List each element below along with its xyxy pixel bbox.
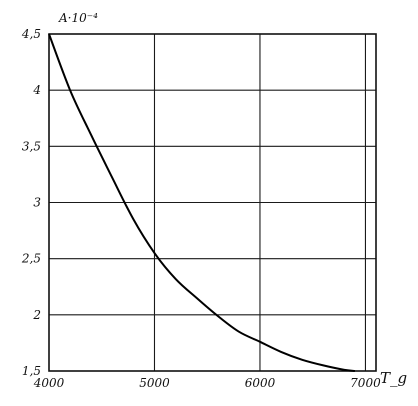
y-tick-label: 3	[33, 196, 41, 210]
x-tick-labels: 4000 5000 6000 7000	[33, 376, 381, 390]
y-tick-label: 3,5	[22, 139, 41, 153]
y-tick-label: 2	[32, 308, 41, 322]
plot-frame	[48, 33, 377, 372]
x-axis-label: T_g	[380, 369, 407, 387]
x-tick-label: 4000	[33, 376, 65, 390]
y-tick-label: 4	[32, 83, 41, 97]
horizontal-gridlines	[49, 89, 376, 316]
y-tick-labels: 1,5 2 2,5 3 3,5 4 4,5	[21, 27, 41, 378]
y-tick-label: 2,5	[21, 252, 41, 266]
y-tick-label: 4,5	[21, 27, 41, 41]
x-tick-label: 7000	[350, 376, 381, 390]
x-tick-label: 6000	[245, 376, 276, 390]
y-tick-label: 1,5	[22, 364, 41, 378]
y-axis-label: A·10⁻⁴	[58, 11, 98, 25]
x-tick-label: 5000	[139, 376, 170, 390]
series-curve	[48, 33, 356, 372]
